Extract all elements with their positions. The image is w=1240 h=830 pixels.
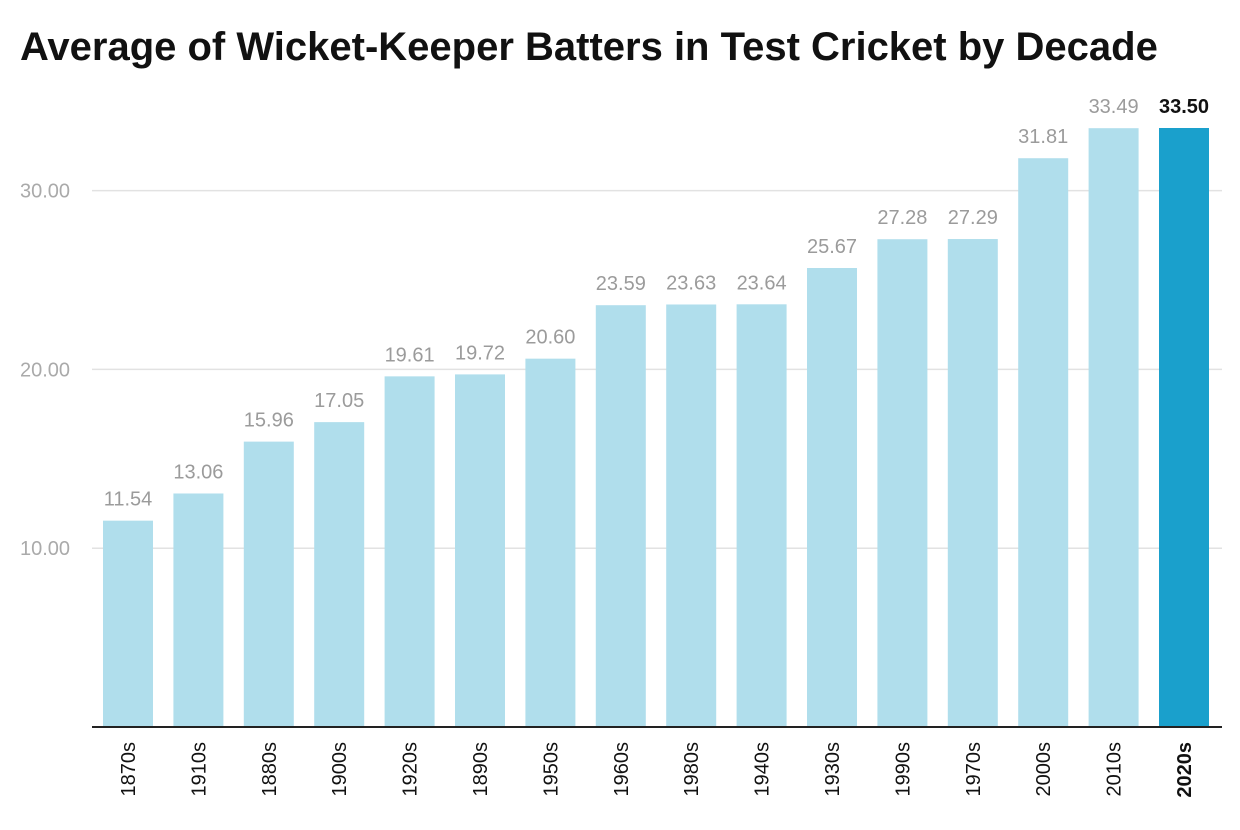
x-tick-label-2010s: 2010s — [1104, 742, 1126, 797]
x-tick-label-1940s: 1940s — [752, 742, 774, 797]
x-tick-label-1990s: 1990s — [892, 742, 914, 797]
x-tick-label-2020s: 2020s — [1174, 742, 1196, 798]
bar-1990s — [877, 239, 928, 727]
x-tick-label-1890s: 1890s — [470, 742, 492, 797]
value-label-2000s: 31.81 — [1018, 126, 1068, 148]
x-tick-label-1960s: 1960s — [611, 742, 633, 797]
bars — [103, 128, 1209, 728]
bar-1870s — [103, 520, 153, 727]
value-label-1890s: 19.72 — [455, 342, 505, 364]
value-label-1940s: 23.64 — [737, 272, 787, 294]
x-tick-label-1930s: 1930s — [822, 742, 844, 797]
value-label-2010s: 33.49 — [1089, 96, 1139, 118]
x-tick-label-1970s: 1970s — [963, 742, 985, 797]
bar-1950s — [525, 358, 576, 727]
value-label-1950s: 20.60 — [525, 327, 575, 349]
value-label-1920s: 19.61 — [385, 344, 435, 366]
bar-1930s — [807, 268, 857, 727]
bar-1910s — [173, 493, 224, 727]
x-tick-label-1980s: 1980s — [681, 742, 703, 797]
bar-1960s — [595, 305, 646, 727]
value-label-1910s: 13.06 — [173, 461, 223, 483]
x-tick-label-1920s: 1920s — [400, 742, 422, 797]
value-label-1990s: 27.28 — [877, 207, 927, 229]
bar-1890s — [455, 374, 505, 727]
x-tick-label-2000s: 2000s — [1033, 742, 1055, 797]
bar-1970s — [947, 239, 998, 727]
bar-1940s — [736, 304, 787, 727]
value-label-1970s: 27.29 — [948, 207, 998, 229]
chart-title: Average of Wicket-Keeper Batters in Test… — [20, 25, 1158, 69]
bar-1920s — [384, 376, 435, 727]
y-tick-label: 10.00 — [20, 538, 70, 560]
x-tick-label-1950s: 1950s — [540, 742, 562, 797]
value-label-1930s: 25.67 — [807, 236, 857, 258]
bar-1900s — [314, 422, 365, 727]
value-label-1980s: 23.63 — [666, 272, 716, 294]
value-label-1960s: 23.59 — [596, 273, 646, 295]
value-label-2020s: 33.50 — [1159, 96, 1209, 118]
bar-2020s — [1159, 128, 1209, 727]
value-labels: 11.54 13.06 15.96 17.05 19.61 19.72 20.60 23.59… — [104, 96, 1209, 511]
x-axis-ticks: 1870s 1910s 1880s 1900s 1920s 1890s 1950s 1960s… — [118, 742, 1196, 798]
value-label-1870s: 11.54 — [104, 489, 153, 511]
bar-2010s — [1088, 128, 1139, 727]
x-tick-label-1870s: 1870s — [118, 742, 140, 797]
x-tick-label-1910s: 1910s — [188, 742, 210, 797]
bar-1880s — [243, 441, 294, 727]
x-tick-label-1880s: 1880s — [259, 742, 281, 797]
y-tick-label: 20.00 — [20, 359, 70, 381]
x-tick-label-1900s: 1900s — [329, 742, 351, 797]
value-label-1880s: 15.96 — [244, 410, 294, 432]
y-axis-ticks: 10.00 20.00 30.00 — [20, 181, 70, 561]
value-label-1900s: 17.05 — [314, 390, 364, 412]
y-tick-label: 30.00 — [20, 181, 70, 203]
bar-1980s — [666, 304, 717, 727]
bar-2000s — [1018, 158, 1069, 728]
